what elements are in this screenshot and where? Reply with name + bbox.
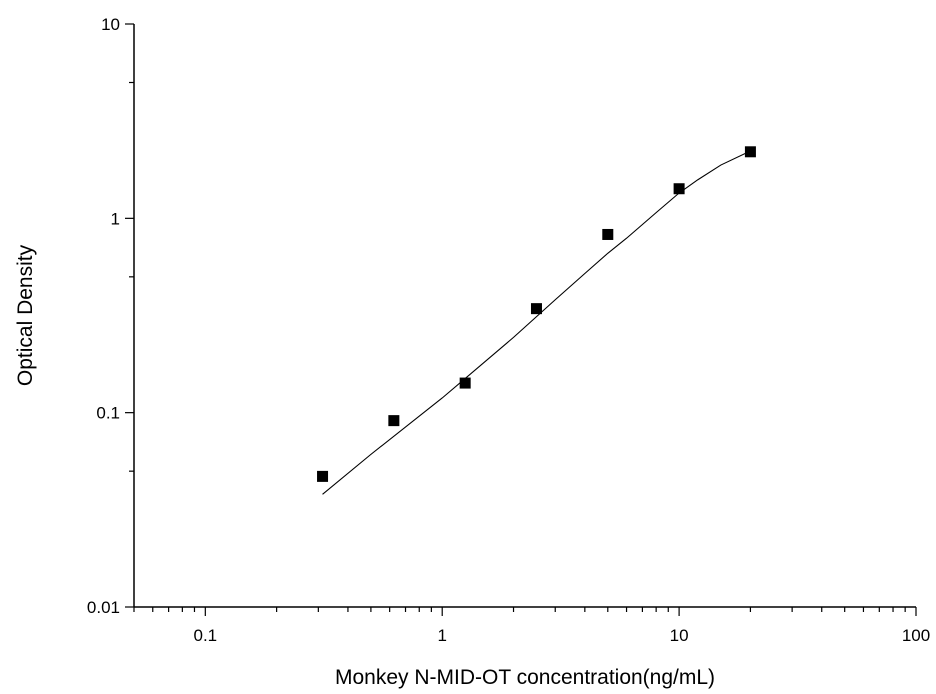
x-axis-title: Monkey N-MID-OT concentration(ng/mL)	[335, 666, 715, 689]
y-tick-label: 10	[101, 15, 120, 34]
fit-curve-line	[322, 150, 751, 495]
y-axis-title: Optical Density	[14, 244, 37, 386]
data-point	[317, 470, 329, 482]
x-tick-label: 0.1	[193, 626, 217, 645]
y-tick-label: 0.1	[96, 404, 120, 423]
data-point	[388, 415, 400, 427]
chart-axes: 0.1 1 10 100 0.01 0.1 1 10	[87, 15, 930, 645]
y-tick-label: 0.01	[87, 598, 120, 617]
data-point	[459, 377, 471, 389]
data-points	[317, 146, 756, 482]
y-tick-label: 1	[111, 209, 120, 228]
x-tick-label: 10	[670, 626, 689, 645]
data-point	[744, 146, 756, 158]
x-tick-label: 1	[437, 626, 446, 645]
x-tick-label: 100	[902, 626, 930, 645]
data-point	[530, 303, 542, 315]
fit-curve-group	[322, 150, 751, 495]
data-point	[673, 183, 685, 195]
data-point	[602, 228, 614, 240]
